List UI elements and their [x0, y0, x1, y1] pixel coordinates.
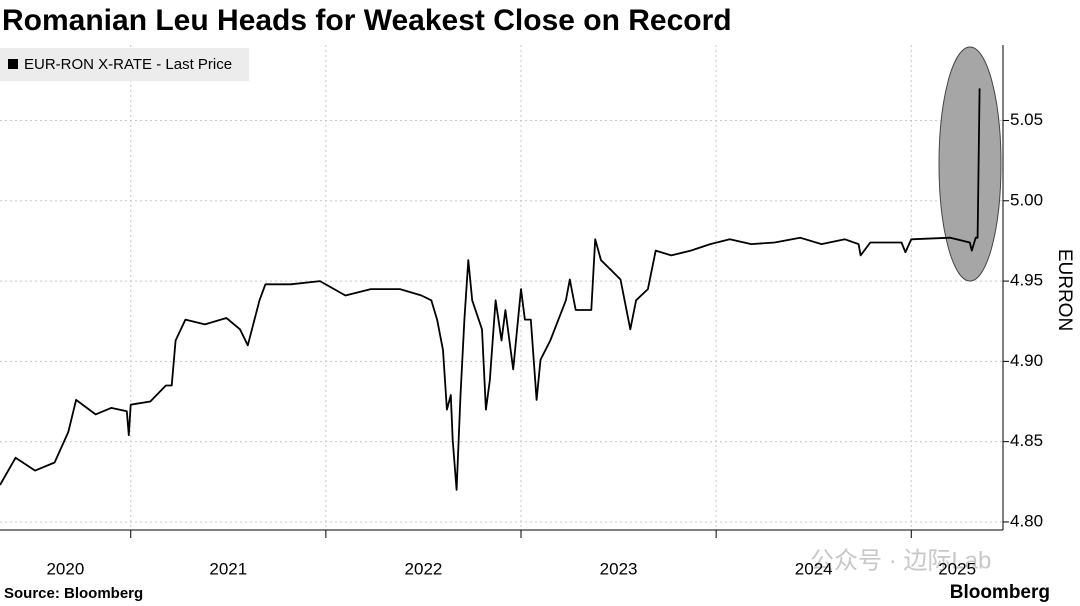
y-tick-label: 4.90 [1010, 351, 1043, 370]
x-tick-label: 2023 [600, 559, 638, 578]
watermark: 公众号 · 边际Lab [810, 547, 991, 574]
x-tick-label: 2025 [938, 559, 976, 578]
legend-swatch [8, 59, 18, 69]
source: Source: Bloomberg [4, 585, 143, 602]
highlight-ellipse [938, 46, 1002, 282]
y-tick-label: 4.95 [1010, 271, 1043, 290]
x-tick-label: 2020 [46, 559, 84, 578]
x-tick-label: 2022 [405, 559, 443, 578]
chart-title: Romanian Leu Heads for Weakest Close on … [2, 4, 732, 37]
y-axis-label: EURRON [1054, 249, 1075, 331]
brand: Bloomberg [950, 582, 1050, 603]
legend-label: EUR-RON X-RATE - Last Price [24, 56, 232, 73]
y-tick-label: 5.05 [1010, 110, 1043, 129]
price-line [0, 88, 981, 491]
legend-box [0, 48, 249, 81]
y-tick-label: 4.85 [1010, 431, 1043, 450]
y-tick-label: 4.80 [1010, 511, 1043, 530]
y-tick-label: 5.00 [1010, 190, 1043, 209]
x-tick-label: 2021 [209, 559, 247, 578]
x-tick-label: 2024 [795, 559, 833, 578]
